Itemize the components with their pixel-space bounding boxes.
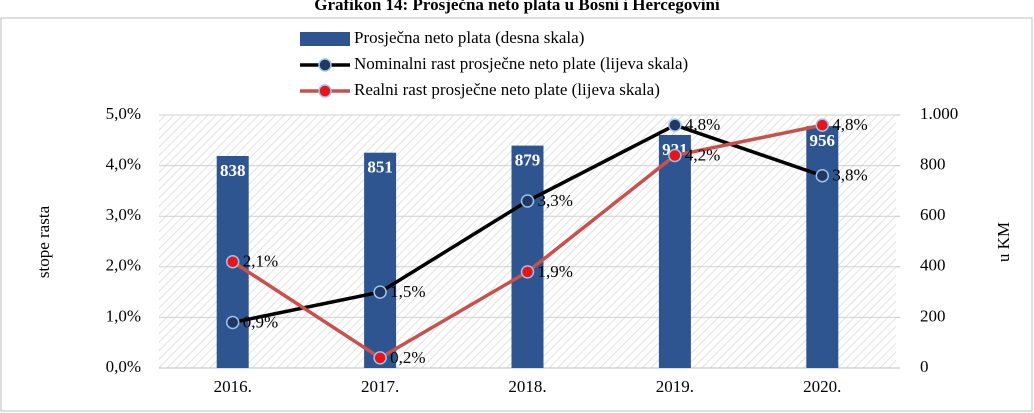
marker [815,118,830,132]
x-tick-label: 2020. [803,377,841,396]
y2-tick-label: 1.000 [920,104,958,123]
y2-tick-label: 400 [920,256,946,275]
legend-swatch [300,32,350,46]
x-tick-label: 2019. [656,377,694,396]
bar [364,152,397,368]
legend-marker [318,84,332,98]
x-tick-label: 2018. [508,377,546,396]
chart-border [0,17,1033,412]
marker [225,254,240,269]
line-value-label: 1,5% [390,282,425,301]
y-tick-label: 4,0% [106,155,141,174]
legend-label: Nominalni rast prosječne neto plate (lij… [354,54,688,73]
line-value-label: 4,8% [685,115,720,134]
bar-value-label: 879 [515,151,541,170]
marker [815,168,830,183]
marker [668,148,682,163]
y-tick-label: 3,0% [106,205,141,224]
y2-tick-label: 200 [920,306,946,325]
bar-value-label: 851 [367,158,393,177]
bar-value-label: 838 [220,161,246,180]
bar [511,145,544,368]
y-tick-label: 1,0% [106,306,141,325]
y2-tick-label: 800 [920,155,946,174]
y-tick-label: 0,0% [106,357,141,376]
marker [373,285,387,299]
y-tick-label: 2,0% [106,256,141,275]
legend-label: Prosječna neto plata (desna skala) [354,28,584,47]
chart-title: Grafikon 14: Prosječna neto plata u Bosn… [314,0,720,14]
marker [520,265,535,279]
bar [806,126,839,368]
x-tick-label: 2016. [214,377,252,396]
marker [668,118,682,132]
marker [225,315,240,330]
y-tick-label: 5,0% [106,104,141,123]
marker [520,194,535,208]
line-value-label: 0,9% [243,312,278,331]
line-value-label: 3,3% [538,191,573,210]
line-value-label: 4,2% [685,145,720,164]
legend-label: Realni rast prosječne neto plate (lijeva… [354,80,660,99]
y2-axis-title: u KM [994,222,1013,262]
y-axis-title: stope rasta [34,205,53,278]
line-value-label: 0,2% [390,348,425,367]
bar [658,134,691,368]
line-value-label: 1,9% [538,262,573,281]
legend-marker [318,58,332,72]
bar-value-label: 956 [810,131,836,150]
y2-tick-label: 0 [920,357,929,376]
line-value-label: 4,8% [832,115,867,134]
line-value-label: 2,1% [243,252,278,271]
y2-tick-label: 600 [920,205,946,224]
marker [373,351,387,365]
x-tick-label: 2017. [361,377,399,396]
line-value-label: 3,8% [832,166,867,185]
